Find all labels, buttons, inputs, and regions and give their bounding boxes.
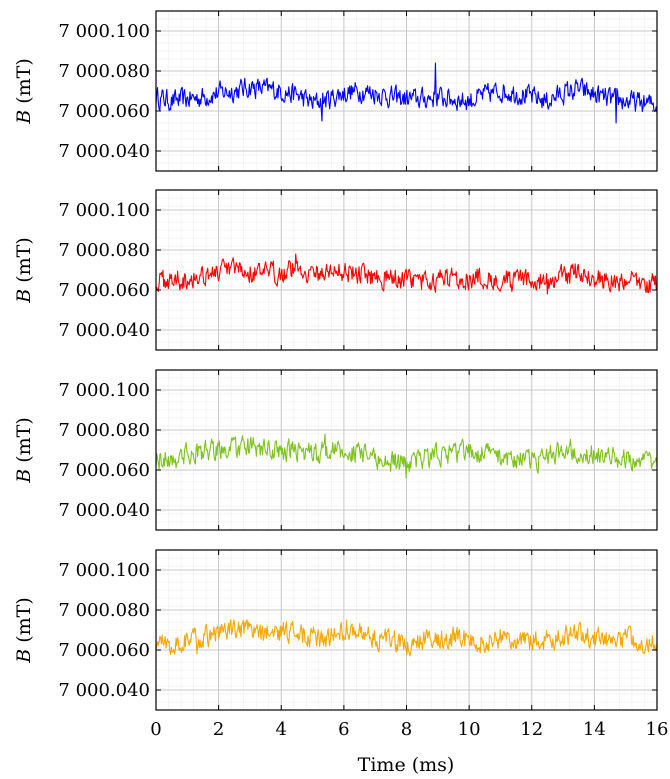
x-tick-label: 0 xyxy=(150,719,161,740)
y-tick-label: 7 000.100 xyxy=(58,560,150,581)
y-axis-symbol: B xyxy=(13,289,35,304)
y-tick-label: 7 000.060 xyxy=(58,640,150,661)
x-tick-label: 16 xyxy=(646,719,669,740)
x-tick-label: 4 xyxy=(276,719,287,740)
panels-layer: 7 000.040 7 000.060 7 000.080 7 000.100 B (mT… xyxy=(13,10,658,711)
x-tick-label: 10 xyxy=(458,719,481,740)
y-tick-label: 7 000.100 xyxy=(58,380,150,401)
y-axis-title: B (mT) xyxy=(13,417,35,483)
x-tick-label: 6 xyxy=(338,719,349,740)
x-tick-label: 12 xyxy=(520,719,543,740)
tick-marks xyxy=(155,370,658,530)
panel-2: 7 000.040 7 000.060 7 000.080 7 000.100 B (mT… xyxy=(13,189,658,351)
y-tick-label: 7 000.060 xyxy=(58,101,150,122)
y-axis-unit: (mT) xyxy=(13,58,35,104)
y-tick-label: 7 000.060 xyxy=(58,280,150,301)
y-tick-label: 7 000.040 xyxy=(58,320,150,341)
y-axis-unit: (mT) xyxy=(13,417,35,463)
y-axis-symbol: B xyxy=(13,649,35,664)
y-axis-title: B (mT) xyxy=(13,58,35,124)
series-line xyxy=(155,619,658,657)
y-tick-label: 7 000.080 xyxy=(58,420,150,441)
y-axis-unit: (mT) xyxy=(13,237,35,283)
tick-marks xyxy=(155,11,658,171)
y-tick-label: 7 000.080 xyxy=(58,61,150,82)
x-tick-label: 8 xyxy=(401,719,412,740)
x-tick-label: 14 xyxy=(583,719,606,740)
y-tick-label: 7 000.060 xyxy=(58,460,150,481)
y-axis-symbol: B xyxy=(13,110,35,125)
series-line xyxy=(155,433,658,479)
panel-4: 7 000.040 7 000.060 7 000.080 7 000.100 B (mT… xyxy=(13,549,658,711)
tick-marks xyxy=(155,190,658,350)
series-line xyxy=(155,253,658,295)
y-axis-title: B (mT) xyxy=(13,597,35,663)
y-axis-unit: (mT) xyxy=(13,597,35,643)
x-axis: Time (ms) 0 2 4 6 8 10 12 14 16 xyxy=(150,719,668,776)
y-axis-title: B (mT) xyxy=(13,237,35,303)
tick-marks xyxy=(155,550,658,710)
y-tick-label: 7 000.080 xyxy=(58,600,150,621)
series-line xyxy=(155,62,658,124)
y-tick-label: 7 000.080 xyxy=(58,240,150,261)
y-tick-label: 7 000.040 xyxy=(58,500,150,521)
y-tick-label: 7 000.100 xyxy=(58,200,150,221)
y-tick-label: 7 000.040 xyxy=(58,141,150,162)
y-tick-label: 7 000.100 xyxy=(58,21,150,42)
y-tick-label: 7 000.040 xyxy=(58,680,150,701)
panel-3: 7 000.040 7 000.060 7 000.080 7 000.100 B (mT… xyxy=(13,369,658,531)
panel-1: 7 000.040 7 000.060 7 000.080 7 000.100 B (mT… xyxy=(13,10,658,172)
x-axis-title: Time (ms) xyxy=(358,754,455,776)
y-axis-symbol: B xyxy=(13,469,35,484)
x-tick-label: 2 xyxy=(213,719,224,740)
